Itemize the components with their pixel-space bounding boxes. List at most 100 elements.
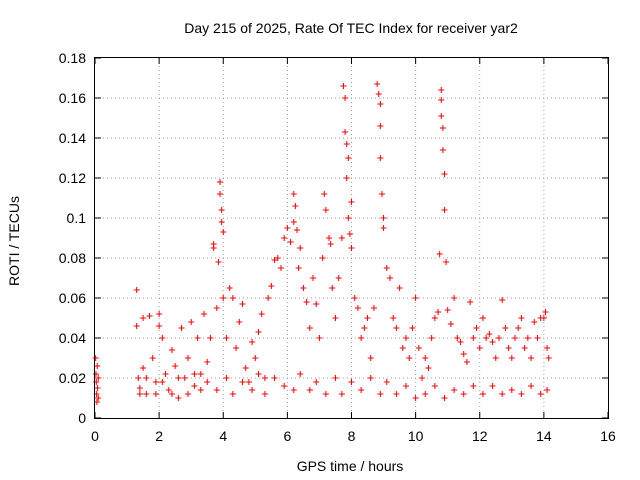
data-point [329, 285, 336, 291]
data-point [342, 95, 349, 101]
data-point [152, 379, 159, 385]
data-point [252, 355, 259, 361]
data-point [406, 355, 413, 361]
data-point [233, 345, 240, 351]
data-point [409, 325, 416, 331]
data-point [290, 387, 297, 393]
data-point [284, 225, 291, 231]
data-point [492, 355, 499, 361]
data-point [220, 295, 227, 301]
data-point [239, 379, 246, 385]
data-point [239, 301, 246, 307]
data-point [524, 335, 531, 341]
data-point [165, 387, 172, 393]
y-axis-label: ROTI / TECUs [6, 196, 22, 286]
data-point [143, 375, 150, 381]
data-point [438, 113, 445, 119]
data-point [156, 311, 163, 317]
data-point [338, 391, 345, 397]
y-tick-label: 0.18 [59, 50, 86, 66]
data-point [215, 259, 222, 265]
data-point [361, 325, 368, 331]
data-point [175, 395, 182, 401]
x-tick-label: 8 [348, 428, 356, 444]
data-point [508, 387, 515, 393]
data-point [439, 147, 446, 153]
data-point [204, 379, 211, 385]
data-point [287, 239, 294, 245]
data-point [242, 365, 249, 371]
tick-labels: 0 2 4 6 8 10 12 14 16 0 0.02 0.04 0.06 0.08 0.1 0.12 0.1… [59, 50, 616, 444]
data-point [364, 315, 371, 321]
data-point [204, 359, 211, 365]
data-point [457, 339, 464, 345]
x-tick-label: 16 [600, 428, 616, 444]
data-point [378, 191, 385, 197]
data-point [377, 391, 384, 397]
data-point [358, 335, 365, 341]
data-point [431, 383, 438, 389]
data-point [419, 375, 426, 381]
data-point [168, 391, 175, 397]
data-point [94, 385, 101, 391]
data-point [140, 315, 147, 321]
data-point [149, 355, 156, 361]
data-point [499, 297, 506, 303]
data-point [348, 199, 355, 205]
data-point [528, 355, 535, 361]
y-tick-label: 0.04 [59, 330, 86, 346]
y-tick-label: 0 [78, 410, 86, 426]
data-point [508, 355, 515, 361]
data-point [184, 355, 191, 361]
data-point [255, 329, 262, 335]
data-point [435, 309, 442, 315]
data-point [375, 91, 382, 97]
data-point [319, 255, 326, 261]
data-point [473, 325, 480, 331]
data-point [95, 375, 102, 381]
y-tick-label: 0.1 [67, 210, 87, 226]
data-point [236, 319, 243, 325]
data-point [226, 285, 233, 291]
data-point [140, 365, 147, 371]
data-point [431, 315, 438, 321]
x-tick-label: 4 [219, 428, 227, 444]
data-point [537, 391, 544, 397]
data-point [521, 345, 528, 351]
data-point [393, 325, 400, 331]
data-point [197, 387, 204, 393]
data-point [342, 129, 349, 135]
data-point [463, 359, 470, 365]
data-point [326, 235, 333, 241]
data-point [143, 391, 150, 397]
data-point [322, 207, 329, 213]
data-point [310, 275, 317, 281]
data-point [345, 215, 352, 221]
data-point [135, 375, 142, 381]
data-point [447, 321, 454, 327]
data-point [390, 315, 397, 321]
data-point [479, 391, 486, 397]
data-point [380, 225, 387, 231]
data-point [332, 315, 339, 321]
data-point [218, 219, 225, 225]
data-point [159, 379, 166, 385]
data-point [162, 371, 169, 377]
data-point [451, 387, 458, 393]
data-point [377, 155, 384, 161]
chart-title: Day 215 of 2025, Rate Of TEC Index for r… [184, 20, 518, 36]
data-point [396, 285, 403, 291]
y-tick-label: 0.14 [59, 130, 86, 146]
data-point [544, 345, 551, 351]
data-point [470, 335, 477, 341]
data-point [358, 387, 365, 393]
data-point [393, 391, 400, 397]
data-point [345, 155, 352, 161]
data-point [483, 335, 490, 341]
data-point [261, 391, 268, 397]
data-point [172, 363, 179, 369]
data-point [367, 375, 374, 381]
data-point [197, 371, 204, 377]
data-point [92, 355, 99, 361]
data-point [274, 255, 281, 261]
